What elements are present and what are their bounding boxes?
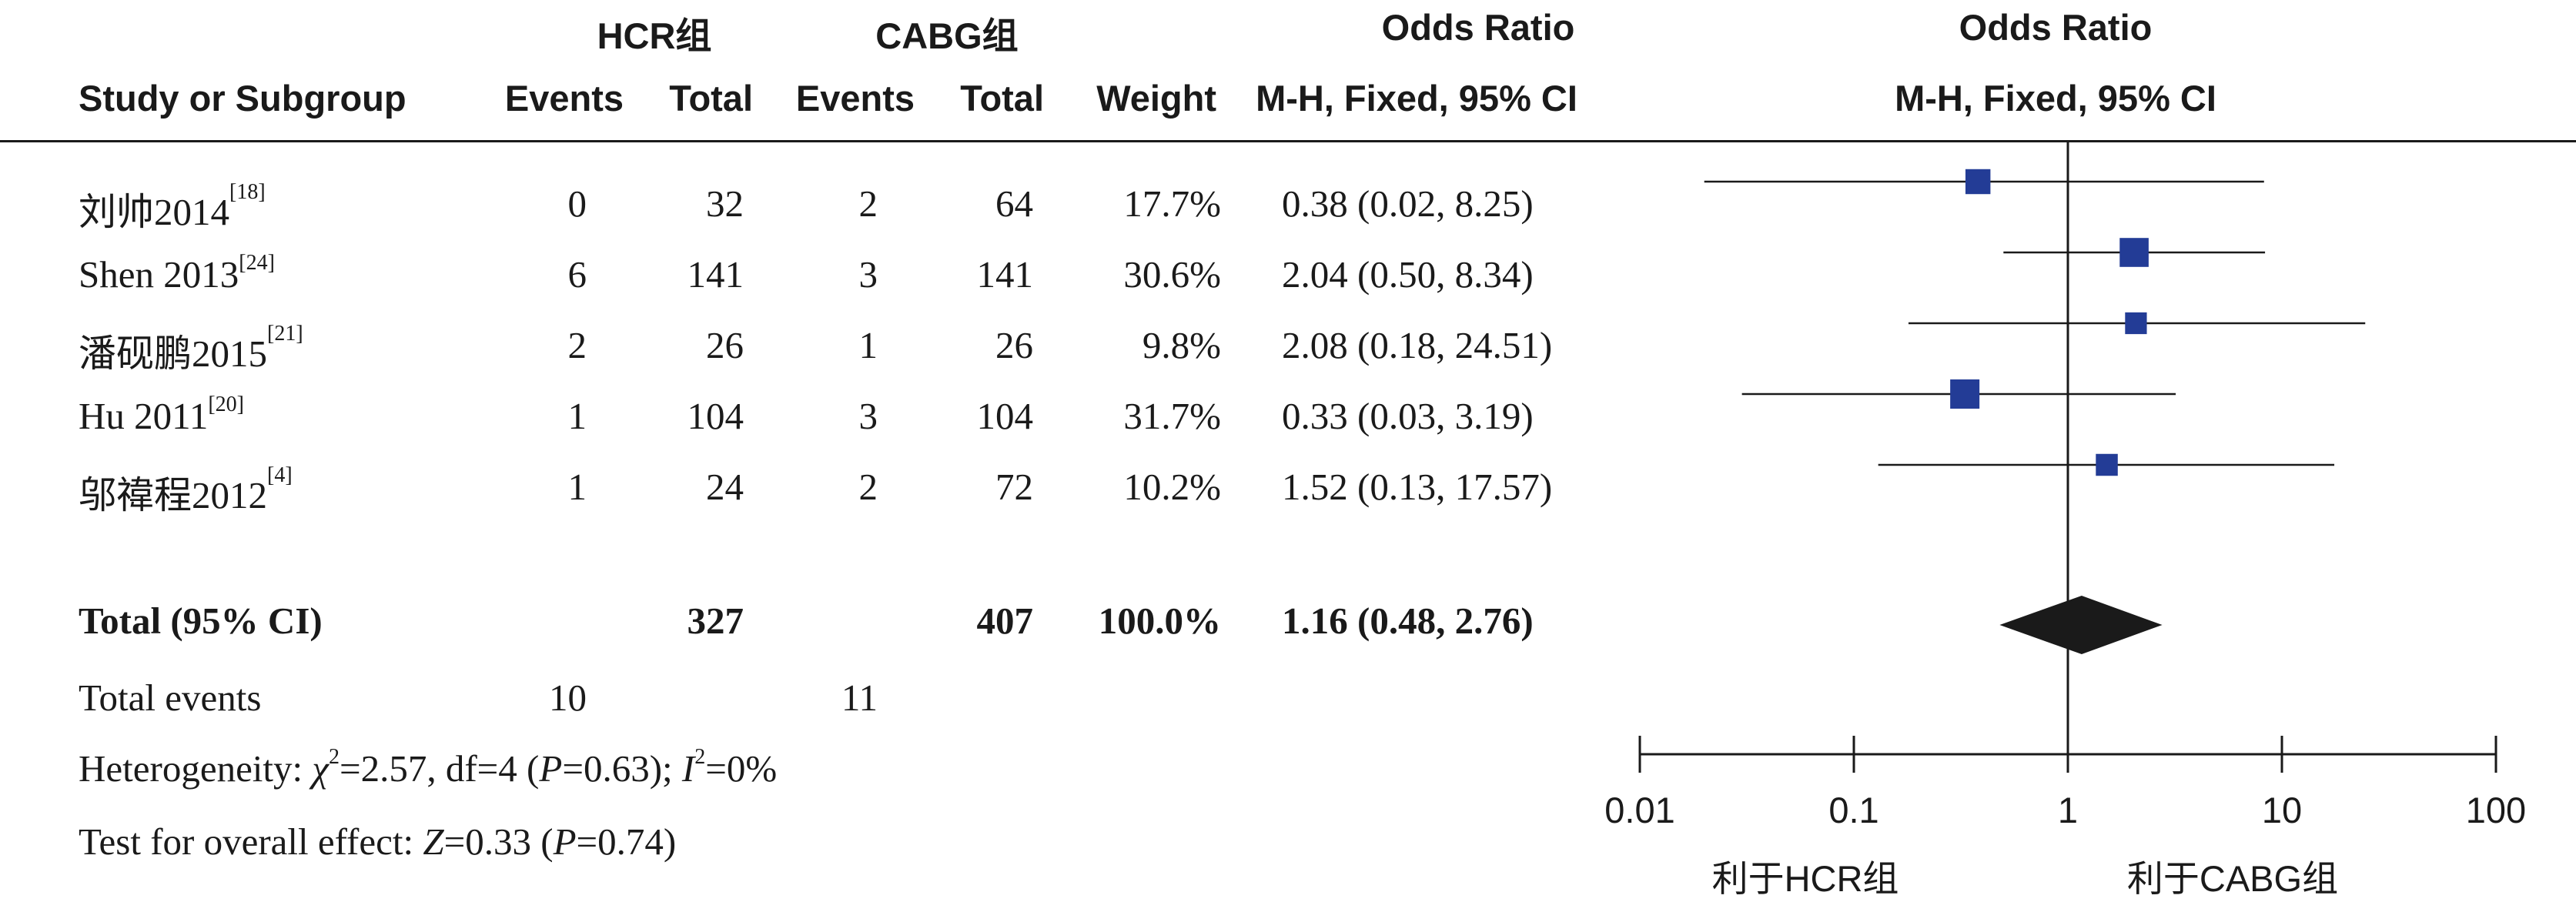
- study-events1: 1: [567, 466, 587, 508]
- study-events1: 6: [567, 253, 587, 296]
- pooled-diamond: [1999, 596, 2163, 654]
- study-marker: [2119, 238, 2149, 267]
- study-events2: 3: [858, 253, 878, 296]
- study-total2: 104: [976, 395, 1034, 437]
- group1-header: HCR组: [597, 15, 712, 56]
- study-ci: 2.04 (0.50, 8.34): [1282, 253, 1534, 296]
- group2-header: CABG组: [875, 15, 1019, 56]
- total-events-label: Total events: [79, 676, 262, 719]
- total-weight: 100.0%: [1098, 600, 1221, 642]
- axis-tick-label: 10: [2261, 790, 2303, 830]
- axis-tick-label: 1: [2057, 790, 2079, 830]
- study-total1: 26: [706, 324, 744, 366]
- study-events1: 1: [567, 395, 587, 437]
- study-name: 潘砚鹏2015[21]: [79, 322, 303, 375]
- study-ci: 1.52 (0.13, 17.57): [1282, 466, 1553, 508]
- study-events1: 0: [567, 182, 587, 225]
- total-events2: 11: [841, 676, 878, 719]
- total-label: Total (95% CI): [79, 600, 323, 642]
- total-total1: 327: [687, 600, 744, 642]
- study-weight: 17.7%: [1123, 182, 1221, 225]
- study-column-header: Study or Subgroup: [79, 78, 406, 119]
- events2-header: Events: [795, 78, 915, 119]
- total-ci: 1.16 (0.48, 2.76): [1282, 600, 1534, 642]
- study-total2: 141: [976, 253, 1034, 296]
- study-events2: 1: [858, 324, 878, 366]
- study-total1: 141: [687, 253, 744, 296]
- study-weight: 9.8%: [1142, 324, 1221, 366]
- study-total1: 32: [706, 182, 744, 225]
- study-events2: 3: [858, 395, 878, 437]
- study-ci: 0.38 (0.02, 8.25): [1282, 182, 1534, 225]
- favours-left-label: 利于HCR组: [1711, 858, 1899, 899]
- favours-right-label: 利于CABG组: [2126, 858, 2339, 899]
- weight-header: Weight: [1096, 78, 1216, 119]
- study-weight: 30.6%: [1123, 253, 1221, 296]
- study-marker: [1950, 379, 1980, 409]
- study-weight: 10.2%: [1123, 466, 1221, 508]
- study-ci: 0.33 (0.03, 3.19): [1282, 395, 1534, 437]
- study-name: 邬禕程2012[4]: [79, 463, 293, 516]
- study-ci: 2.08 (0.18, 24.51): [1282, 324, 1553, 366]
- odds-ratio-header-2: Odds Ratio: [1959, 7, 2153, 48]
- study-total2: 64: [995, 182, 1033, 225]
- study-total2: 26: [995, 324, 1033, 366]
- header-rule: [0, 140, 2576, 142]
- overall-effect-text: Test for overall effect: Z=0.33 (P=0.74): [79, 820, 677, 863]
- study-marker: [2096, 453, 2118, 476]
- study-total2: 72: [995, 466, 1033, 508]
- axis-tick-label: 100: [2465, 790, 2527, 830]
- odds-ratio-header-1: Odds Ratio: [1381, 7, 1575, 48]
- study-events1: 2: [567, 324, 587, 366]
- study-name: Hu 2011[20]: [79, 393, 244, 437]
- total-events1: 10: [549, 676, 587, 719]
- study-total1: 24: [706, 466, 744, 508]
- heterogeneity-text: Heterogeneity: χ2=2.57, df=4 (P=0.63); I…: [79, 745, 778, 790]
- study-marker: [1965, 169, 1991, 195]
- study-name: 刘帅2014[18]: [79, 180, 266, 233]
- study-name: Shen 2013[24]: [79, 251, 275, 296]
- study-events2: 2: [858, 466, 878, 508]
- study-events2: 2: [858, 182, 878, 225]
- total1-header: Total: [669, 78, 753, 119]
- total2-header: Total: [960, 78, 1044, 119]
- total-total2: 407: [976, 600, 1034, 642]
- events1-header: Events: [504, 78, 624, 119]
- study-marker: [2125, 312, 2147, 335]
- method-header-1: M-H, Fixed, 95% CI: [1256, 78, 1577, 119]
- study-weight: 31.7%: [1123, 395, 1221, 437]
- method-header-2: M-H, Fixed, 95% CI: [1895, 78, 2216, 119]
- study-total1: 104: [687, 395, 744, 437]
- axis-tick-label: 0.01: [1604, 790, 1675, 830]
- axis-tick-label: 0.1: [1828, 790, 1879, 830]
